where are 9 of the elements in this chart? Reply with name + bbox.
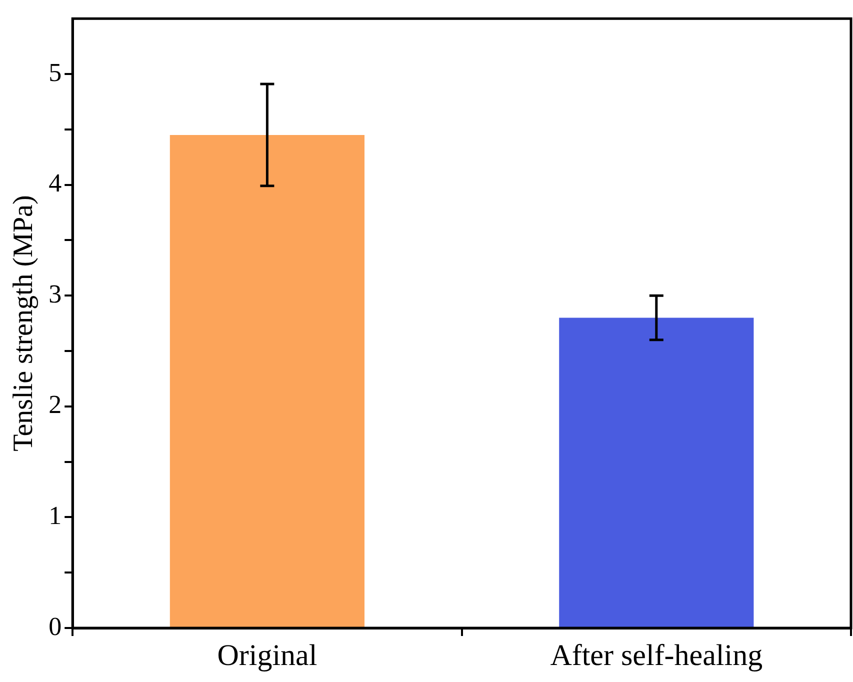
y-tick-label: 2	[48, 390, 62, 420]
y-axis-title: Tenslie strength (MPa)	[8, 195, 40, 452]
y-tick-label: 5	[48, 58, 62, 87]
y-tick-label: 0	[48, 612, 62, 641]
y-tick-label: 3	[48, 279, 62, 308]
y-tick-label: 4	[48, 168, 62, 198]
x-tick-label: After self-healing	[550, 638, 763, 672]
x-tick-label: Original	[217, 638, 318, 672]
y-tick-label: 1	[48, 501, 62, 530]
